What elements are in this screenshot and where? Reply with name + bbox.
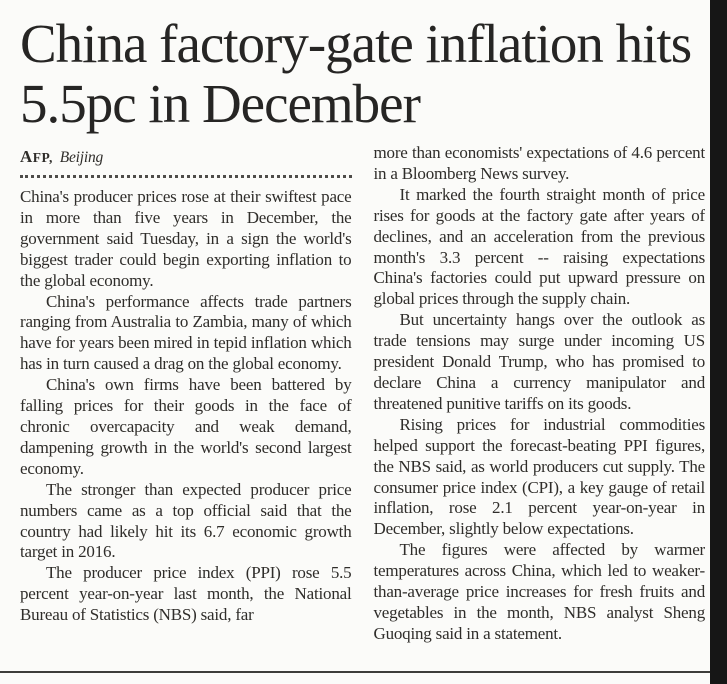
paragraph: But uncertainty hangs over the outlook a… [373, 310, 706, 413]
paragraph: The producer price index (PPI) rose 5.5 … [20, 563, 352, 625]
article-headline: China factory-gate inflation hits 5.5pc … [20, 13, 692, 134]
paragraph: China's producer prices rose at their sw… [20, 187, 352, 290]
column-right: more than economists' expectations of 4.… [374, 143, 706, 651]
dotted-separator [20, 175, 352, 178]
paragraph: Rising prices for industrial commodities… [373, 414, 706, 539]
byline: AFP, Beijing [20, 143, 352, 169]
paragraph: China's own firms have been battered by … [20, 375, 352, 478]
column-left: AFP, Beijing China's producer prices ros… [20, 143, 352, 651]
paragraph: The figures were affected by warmer temp… [373, 540, 706, 643]
paragraph: It marked the fourth straight month of p… [373, 184, 706, 309]
article-columns: AFP, Beijing China's producer prices ros… [20, 143, 705, 651]
bottom-rule [0, 671, 710, 673]
paragraph: more than economists' expectations of 4.… [373, 143, 706, 183]
paragraph: The stronger than expected producer pric… [20, 479, 352, 562]
byline-agency: AFP, [20, 147, 53, 166]
byline-location: Beijing [59, 149, 104, 166]
paragraph: China's performance affects trade partne… [20, 291, 352, 374]
